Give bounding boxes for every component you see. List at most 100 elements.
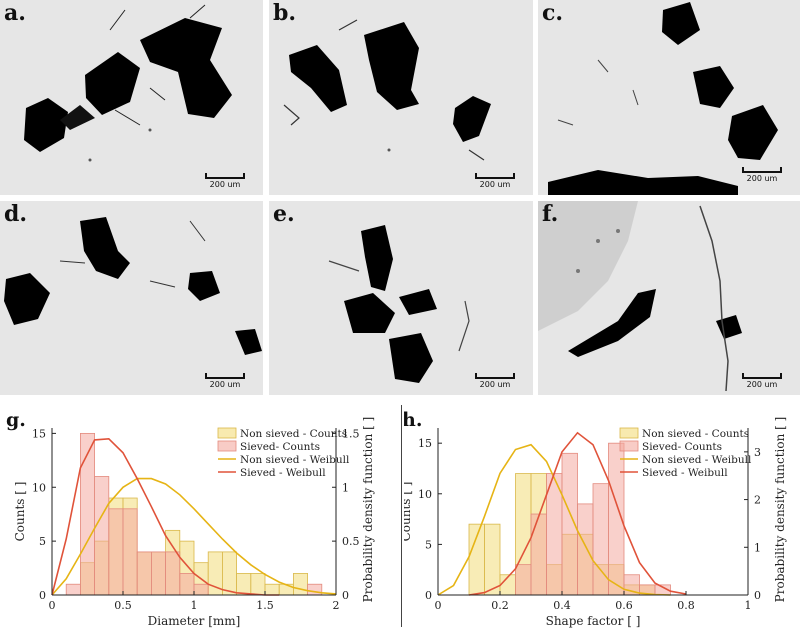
panel-label: f. — [542, 201, 559, 227]
micrograph-d: d. 200 um — [0, 201, 263, 395]
scale-bar-label: 200 um — [746, 174, 778, 183]
y-axis-label: Counts [ ] — [13, 482, 27, 542]
x-tick-label: 0 — [49, 599, 56, 612]
scale-bar: 200 um — [742, 373, 782, 389]
hist-bar — [530, 513, 547, 596]
x-tick-label: 1.5 — [256, 599, 274, 612]
hist-bar — [236, 573, 252, 596]
hist-bar — [179, 573, 195, 596]
hist-bar — [221, 551, 237, 596]
x-axis-label: Diameter [mm] — [148, 614, 241, 628]
hist-bar — [65, 583, 81, 596]
legend-label: Sieved - Weibull — [240, 467, 326, 479]
scale-bar: 200 um — [475, 373, 515, 389]
micrograph-b: b. 200 um — [269, 0, 533, 195]
legend-label: Sieved- Counts — [240, 441, 320, 453]
y2-axis-label: Probability density function [ ] — [773, 417, 787, 603]
legend-swatch — [217, 427, 237, 439]
y-tick-label: 5 — [39, 535, 46, 548]
hist-bar — [122, 508, 138, 596]
legend-swatch — [619, 427, 639, 439]
hist-bar — [80, 432, 96, 596]
x-tick-label: 0.6 — [615, 599, 633, 612]
panel-label: e. — [273, 201, 295, 227]
chart-panel-label: h. — [404, 409, 422, 431]
legend-swatch — [619, 440, 639, 452]
y2-tick-label: 0.5 — [342, 535, 360, 548]
hist-bar — [264, 583, 280, 596]
scale-bar-label: 200 um — [479, 380, 511, 389]
y-tick-label: 15 — [32, 427, 46, 440]
legend-label: Non sieved - Weibull — [642, 454, 752, 466]
hist-bar — [307, 583, 323, 596]
y2-tick-label: 1 — [754, 541, 761, 554]
micrograph-a: a. 200 um — [0, 0, 263, 195]
x-tick-label: 1 — [745, 599, 752, 612]
y-tick-label: 5 — [425, 538, 432, 551]
pdf-curve — [468, 431, 687, 596]
hist-bar — [592, 483, 609, 596]
panel-label: c. — [542, 0, 564, 26]
panel-label: a. — [4, 0, 26, 26]
micrograph-f: f. 200 um — [538, 201, 800, 395]
y-tick-label: 10 — [418, 488, 432, 501]
y2-tick-label: 1 — [342, 481, 349, 494]
x-tick-label: 0.5 — [114, 599, 132, 612]
pdf-curve — [51, 437, 280, 596]
scale-bar-label: 200 um — [746, 380, 778, 389]
hist-bar — [250, 573, 266, 596]
y2-tick-label: 2 — [754, 494, 761, 507]
y-tick-label: 0 — [425, 589, 432, 602]
legend-label: Non sieved - Counts — [240, 428, 347, 440]
y2-tick-label: 0 — [342, 589, 349, 602]
hist-bar — [150, 551, 166, 596]
x-tick-label: 0 — [435, 599, 442, 612]
hist-bar — [108, 508, 124, 596]
pdf-curve — [51, 477, 337, 596]
y-axis-label: Counts [ ] — [404, 482, 413, 542]
legend-label: Non sieved - Counts — [642, 428, 749, 440]
scale-bar: 200 um — [742, 167, 782, 183]
chart-panel-label: g. — [6, 409, 26, 431]
x-tick-label: 0.2 — [491, 599, 509, 612]
x-axis-label: Shape factor [ ] — [546, 614, 641, 628]
hist-bar — [136, 551, 152, 596]
particle-shapes — [24, 4, 232, 162]
x-tick-label: 2 — [333, 599, 340, 612]
y2-tick-label: 3 — [754, 446, 761, 459]
chart-diameter: 0 0.5 1 1.5 2 0 5 10 15 0 0.5 1 1.5 Diameter [mm] Coun… — [0, 400, 400, 632]
hist-bar — [165, 551, 181, 596]
y-tick-label: 10 — [32, 481, 46, 494]
particle-shapes — [548, 2, 778, 195]
scale-bar-label: 200 um — [479, 180, 511, 189]
y2-tick-label: 1.5 — [342, 427, 360, 440]
legend-swatch — [217, 440, 237, 452]
hist-bar — [94, 476, 110, 596]
particle-shapes — [4, 217, 262, 355]
y2-tick-label: 0 — [754, 589, 761, 602]
micrograph-e: e. 200 um — [269, 201, 533, 395]
scale-bar-label: 200 um — [209, 380, 241, 389]
hist-bar — [546, 473, 563, 596]
scale-bar: 200 um — [475, 173, 515, 189]
hist-bar — [515, 564, 532, 596]
legend-label: Sieved - Weibull — [642, 467, 728, 479]
hist-bar — [577, 503, 594, 596]
y2-axis-label: Probability density function [ ] — [361, 417, 375, 603]
scale-bar-label: 200 um — [209, 180, 241, 189]
y-tick-label: 0 — [39, 589, 46, 602]
y-tick-label: 15 — [418, 437, 432, 450]
hist-bar — [292, 573, 308, 596]
particle-shapes — [328, 225, 470, 383]
x-tick-label: 1 — [191, 599, 198, 612]
chart-divider — [401, 405, 402, 627]
scale-bar: 200 um — [205, 373, 245, 389]
hist-bar — [193, 583, 209, 596]
x-tick-label: 0.8 — [677, 599, 695, 612]
micrograph-c: c. 200 um — [538, 0, 800, 195]
legend-label: Non sieved - Weibull — [240, 454, 350, 466]
panel-label: d. — [4, 201, 28, 227]
particle-shapes — [283, 19, 491, 161]
